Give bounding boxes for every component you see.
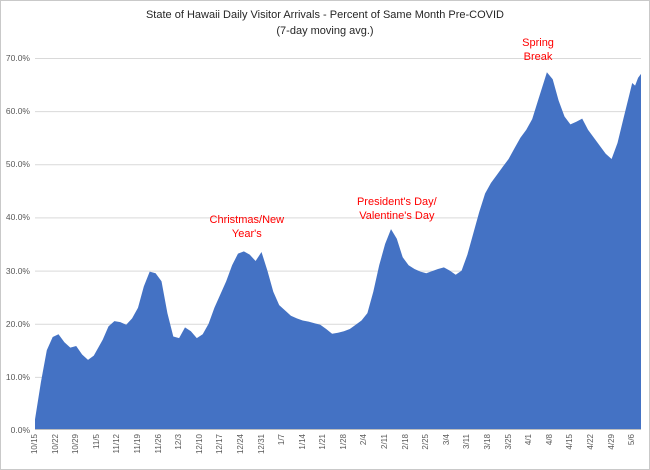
x-axis-label: 12/24 xyxy=(235,434,245,455)
x-axis-label: 2/4 xyxy=(359,434,369,446)
x-axis-label: 11/5 xyxy=(91,434,101,449)
x-axis-label: 4/22 xyxy=(585,434,595,450)
x-axis-label: 4/1 xyxy=(524,434,534,446)
x-axis-label: 2/18 xyxy=(400,434,410,450)
annotation-line: President's Day/ xyxy=(356,196,437,209)
x-axis-label: 2/25 xyxy=(421,434,431,450)
x-axis-label: 10/15 xyxy=(30,434,39,455)
x-axis-label: 12/17 xyxy=(215,434,225,455)
x-axis-label: 4/29 xyxy=(606,434,616,450)
annotation-christmas-new-years: Christmas/New Year's xyxy=(210,213,285,241)
annotation-line: Break xyxy=(523,51,553,64)
y-axis-label: 70.0% xyxy=(5,53,30,63)
x-axis-label: 11/19 xyxy=(132,434,142,454)
y-axis-label: 50.0% xyxy=(5,159,30,170)
x-axis-label: 2/11 xyxy=(380,434,390,449)
x-axis-label: 1/28 xyxy=(338,434,348,450)
x-axis-label: 10/22 xyxy=(50,434,60,455)
area-chart xyxy=(35,58,641,430)
x-axis-label: 1/14 xyxy=(297,434,307,450)
annotation-spring-break: Spring Break xyxy=(522,36,554,64)
annotation-line: Spring xyxy=(522,37,554,50)
y-axis-label: 40.0% xyxy=(5,212,30,223)
x-axis-label: 3/4 xyxy=(441,434,451,446)
annotation-line: Valentine's Day xyxy=(359,210,435,223)
x-axis-label: 1/21 xyxy=(318,434,328,450)
x-axis-label: 3/18 xyxy=(483,434,493,450)
annotation-line: Christmas/New xyxy=(209,213,285,226)
x-axis-label: 3/25 xyxy=(503,434,513,450)
chart-title-line2: (7-day moving avg.) xyxy=(276,25,374,37)
x-axis-label: 11/12 xyxy=(112,434,122,454)
y-axis-label: 20.0% xyxy=(5,318,30,329)
y-axis-label: 60.0% xyxy=(5,106,30,117)
annotation-presidents-valentines: President's Day/Valentine's Day xyxy=(357,195,437,223)
x-axis-label: 11/26 xyxy=(153,434,163,454)
x-axis-label: 3/11 xyxy=(462,434,472,449)
x-axis-label: 4/15 xyxy=(565,434,575,450)
x-axis-label: 12/31 xyxy=(256,434,266,455)
annotation-line: Year's xyxy=(231,227,262,240)
chart-title-line1: State of Hawaii Daily Visitor Arrivals -… xyxy=(145,9,505,21)
x-axis-label: 5/6 xyxy=(627,434,637,446)
y-axis-label: 0.0% xyxy=(10,425,30,435)
x-axis-label: 1/7 xyxy=(277,434,287,446)
y-axis-label: 30.0% xyxy=(5,265,30,276)
chart-title: State of Hawaii Daily Visitor Arrivals -… xyxy=(1,7,649,39)
x-axis-label: 12/3 xyxy=(174,434,184,450)
y-axis-label: 10.0% xyxy=(5,371,30,382)
x-axis-label: 4/8 xyxy=(544,434,554,446)
x-axis-label: 10/29 xyxy=(71,434,81,455)
x-axis-label: 12/10 xyxy=(194,434,204,455)
